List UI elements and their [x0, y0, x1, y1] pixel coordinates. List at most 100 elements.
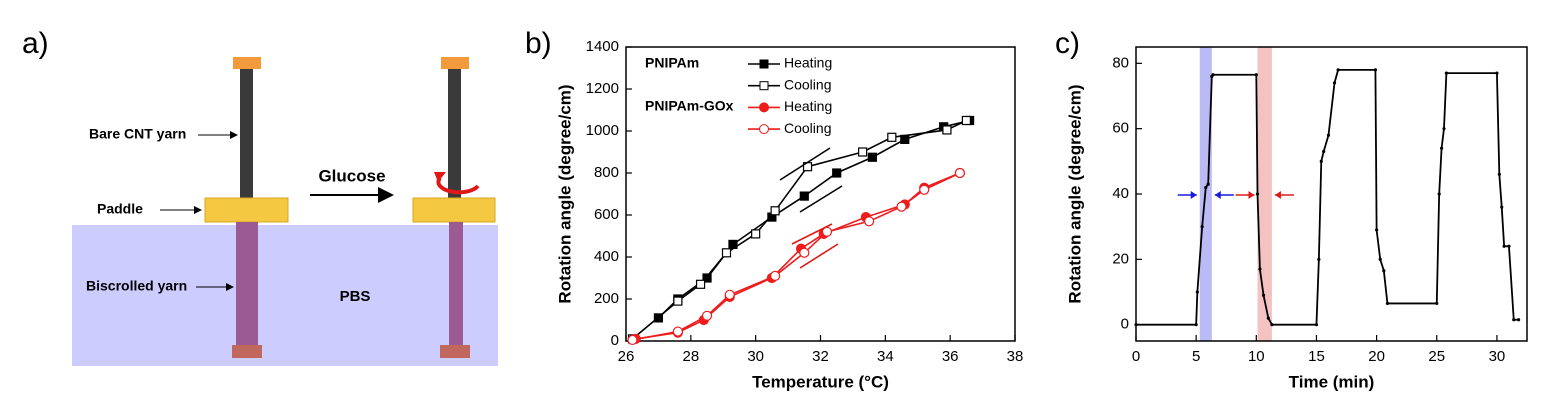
- marker: [867, 152, 877, 162]
- marker: [832, 168, 842, 178]
- pbs-label: PBS: [340, 288, 371, 305]
- rotation-arrow: [436, 176, 480, 195]
- point: [1378, 257, 1382, 261]
- marker: [695, 279, 706, 289]
- y-tick-label: 800: [594, 164, 619, 181]
- x-tick-label: 26: [618, 348, 635, 365]
- legend-group: PNIPAm: [645, 55, 699, 71]
- point: [1314, 323, 1319, 327]
- marker: [672, 326, 683, 337]
- point: [1258, 267, 1262, 271]
- legend-group: PNIPAm-GOx: [645, 98, 734, 114]
- legend-marker: [759, 81, 769, 91]
- marker: [627, 334, 638, 346]
- point: [1326, 133, 1331, 137]
- point: [1204, 185, 1208, 190]
- x-tick-label: 0: [1132, 348, 1140, 365]
- legend-label: Heating: [784, 98, 832, 114]
- trend-arrow: [791, 223, 833, 245]
- panel-label: c): [1055, 27, 1080, 60]
- chart: b) 26 28 30 32 34 36 38 0 200 400 600 800 1000 1200 140…: [525, 27, 1023, 392]
- biscrolled-yarn: [449, 222, 463, 345]
- cap: [233, 57, 261, 69]
- x-tick-label: 5: [1192, 348, 1200, 365]
- point: [1211, 73, 1215, 77]
- legend-label: Heating: [784, 55, 832, 71]
- point: [1206, 182, 1210, 186]
- point: [1512, 318, 1516, 322]
- x-tick-label: 25: [1428, 348, 1445, 365]
- paddle-label: Paddle: [97, 201, 143, 217]
- point: [1382, 269, 1386, 273]
- panel-label: a): [22, 27, 49, 60]
- point: [1442, 127, 1446, 131]
- point: [1375, 228, 1379, 232]
- point: [1516, 318, 1521, 322]
- point: [1439, 146, 1444, 150]
- cnt-yarn: [448, 69, 461, 199]
- panel-a: a) Glucose Bare CNT yarn Paddle Biscroll…: [22, 27, 498, 366]
- trend-arrow: [799, 185, 843, 213]
- point: [1435, 301, 1439, 306]
- point: [1336, 68, 1340, 72]
- x-tick-label: 30: [747, 348, 764, 365]
- series-line: [632, 172, 961, 341]
- y-tick-label: 40: [1112, 185, 1129, 202]
- paddle: [412, 197, 496, 223]
- legend-marker: [759, 102, 769, 113]
- marker: [770, 206, 780, 216]
- point: [1502, 244, 1506, 248]
- legend-marker: [759, 124, 769, 135]
- y-tick-label: 1400: [586, 38, 619, 55]
- span-arrowhead: [1190, 191, 1197, 199]
- marker: [702, 273, 712, 283]
- point: [1500, 205, 1504, 209]
- point: [1322, 149, 1326, 154]
- y-tick-label: 0: [611, 332, 619, 349]
- series-line: [1136, 68, 1519, 326]
- cnt-yarn: [240, 69, 253, 199]
- point: [1195, 290, 1199, 294]
- x-tick-label: 10: [1248, 348, 1265, 365]
- highlight-span: [1257, 47, 1272, 341]
- marker: [919, 184, 930, 195]
- x-tick-label: 32: [812, 348, 829, 365]
- point: [1444, 71, 1448, 75]
- marker: [942, 125, 952, 135]
- span-arrowhead: [1274, 191, 1281, 199]
- point: [1437, 192, 1441, 196]
- marker: [751, 229, 761, 239]
- point: [1194, 323, 1198, 327]
- marker: [770, 270, 781, 281]
- span-arrowhead: [1248, 191, 1255, 199]
- x-tick-label: 34: [877, 348, 894, 365]
- marker: [864, 216, 875, 227]
- x-tick-label: 15: [1308, 348, 1325, 365]
- y-tick-label: 200: [594, 290, 619, 307]
- point: [1200, 225, 1204, 229]
- point: [1373, 68, 1378, 72]
- x-axis-title: Temperature (°C): [752, 372, 889, 391]
- series-line: [635, 172, 961, 340]
- point: [1385, 301, 1390, 306]
- y-tick-label: 1200: [586, 80, 619, 97]
- rotation-arrowhead: [434, 172, 446, 182]
- point: [1317, 257, 1321, 261]
- marker: [961, 115, 971, 126]
- point: [1261, 293, 1266, 297]
- marker: [724, 289, 735, 300]
- point: [1270, 323, 1274, 327]
- x-tick-label: 30: [1489, 348, 1506, 365]
- glucose-label: Glucose: [318, 166, 385, 185]
- x-tick-label: 38: [1007, 348, 1024, 365]
- paddle: [204, 197, 289, 223]
- chart: c) 0 5 10 15 20 25 30 0 20 40 60 80 Time (min) Rotatio…: [1055, 27, 1528, 391]
- pbs-bath: [72, 225, 498, 366]
- cap: [440, 345, 470, 358]
- y-tick-label: 400: [594, 248, 619, 265]
- y-tick-label: 0: [1121, 316, 1129, 333]
- bare-label: Bare CNT yarn: [89, 126, 186, 142]
- marker: [799, 247, 810, 258]
